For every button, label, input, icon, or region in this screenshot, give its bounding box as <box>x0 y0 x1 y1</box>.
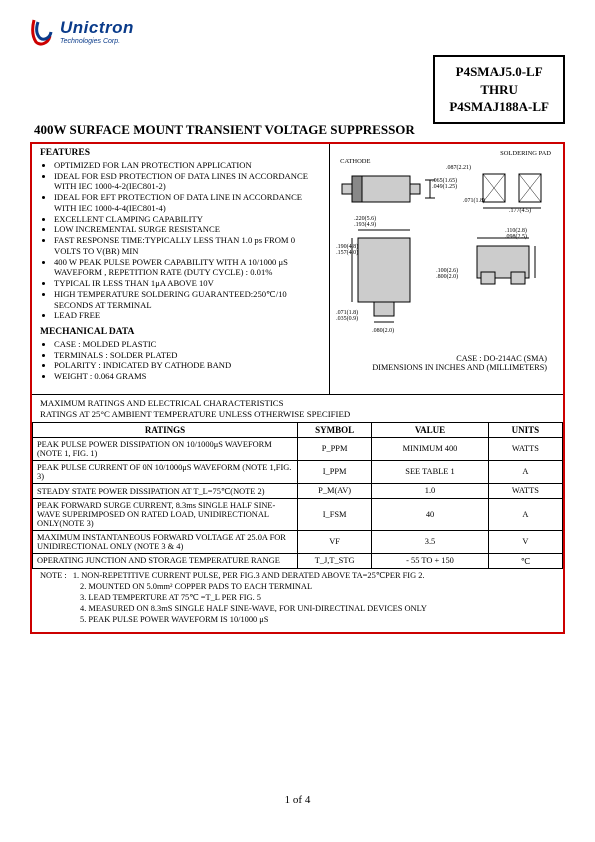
page-title: 400W SURFACE MOUNT TRANSIENT VOLTAGE SUP… <box>34 122 415 138</box>
rating-unit: WATTS <box>488 483 562 498</box>
dim-label: .087(2.21) <box>446 165 471 171</box>
col-value: VALUE <box>372 422 489 437</box>
mech-item: POLARITY : INDICATED BY CATHODE BAND <box>54 360 321 371</box>
ratings-table: RATINGS SYMBOL VALUE UNITS PEAK PULSE PO… <box>32 422 563 569</box>
ratings-title-2: RATINGS AT 25°C AMBIENT TEMPERATURE UNLE… <box>40 409 555 420</box>
feature-item: OPTIMIZED FOR LAN PROTECTION APPLICATION <box>54 160 321 171</box>
rating-symbol: P_M(AV) <box>298 483 372 498</box>
feature-item: LEAD FREE <box>54 310 321 321</box>
dim-label: .071(1.8) .035(0.9) <box>336 310 358 322</box>
diagram-panel: SOLDERING PAD CATHODE .065(1.65) .049(1.… <box>330 144 563 394</box>
rating-symbol: I_PPM <box>298 460 372 483</box>
part-line-1: P4SMAJ5.0-LF <box>449 63 549 81</box>
package-end-view-icon <box>467 232 547 302</box>
company-logo: Unictron Technologies Corp. <box>30 18 134 48</box>
rating-unit: A <box>488 498 562 530</box>
rating-desc: PEAK PULSE CURRENT OF 0N 10/1000μS WAVEF… <box>33 460 298 483</box>
dimensions-note: DIMENSIONS IN INCHES AND (MILLIMETERS) <box>336 363 557 372</box>
rating-desc: MAXIMUM INSTANTANEOUS FORWARD VOLTAGE AT… <box>33 530 298 553</box>
rating-desc: PEAK PULSE POWER DISSIPATION ON 10/1000μ… <box>33 437 298 460</box>
rating-value: SEE TABLE 1 <box>372 460 489 483</box>
rating-symbol: I_FSM <box>298 498 372 530</box>
logo-icon <box>30 18 56 48</box>
note-3: 3. LEAD TEMPERTURE AT 75℃ =T_L PER FIG. … <box>80 593 261 604</box>
ratings-title-1: MAXIMUM RATINGS AND ELECTRICAL CHARACTER… <box>40 398 555 409</box>
col-ratings: RATINGS <box>33 422 298 437</box>
feature-item: 400 W PEAK PULSE POWER CAPABILITY WITH A… <box>54 257 321 278</box>
rating-symbol: P_PPM <box>298 437 372 460</box>
notes-lead: NOTE : <box>40 571 67 580</box>
dim-label: .220(5.6) .193(4.9) <box>354 216 376 228</box>
rating-desc: STEADY STATE POWER DISSIPATION AT T_L=75… <box>33 483 298 498</box>
cathode-label: CATHODE <box>340 158 370 165</box>
rating-desc: OPERATING JUNCTION AND STORAGE TEMPERATU… <box>33 553 298 568</box>
rating-value: - 55 TO + 150 <box>372 553 489 568</box>
table-row: PEAK PULSE CURRENT OF 0N 10/1000μS WAVEF… <box>33 460 563 483</box>
soldering-pad-icon <box>473 164 553 214</box>
part-number-box: P4SMAJ5.0-LF THRU P4SMAJ188A-LF <box>433 55 565 124</box>
dim-label: .065(1.65) .049(1.25) <box>432 178 457 190</box>
part-line-3: P4SMAJ188A-LF <box>449 98 549 116</box>
feature-item: IDEAL FOR EFT PROTECTION OF DATA LINE IN… <box>54 192 321 213</box>
main-content-box: FEATURES OPTIMIZED FOR LAN PROTECTION AP… <box>30 142 565 634</box>
table-row: MAXIMUM INSTANTANEOUS FORWARD VOLTAGE AT… <box>33 530 563 553</box>
note-2: 2. MOUNTED ON 5.0mm² COPPER PADS TO EACH… <box>80 582 312 593</box>
mech-item: TERMINALS : SOLDER PLATED <box>54 350 321 361</box>
page-number: 1 of 4 <box>0 794 595 806</box>
feature-item: HIGH TEMPERATURE SOLDERING GUARANTEED:25… <box>54 289 321 310</box>
col-units: UNITS <box>488 422 562 437</box>
package-diagram: SOLDERING PAD CATHODE .065(1.65) .049(1.… <box>336 150 557 350</box>
feature-item: LOW INCREMENTAL SURGE RESISTANCE <box>54 224 321 235</box>
dim-label: .080(2.0) <box>372 328 394 334</box>
feature-item: FAST RESPONSE TIME:TYPICALLY LESS THAN 1… <box>54 235 321 256</box>
part-line-2: THRU <box>449 81 549 99</box>
feature-item: TYPICAL IR LESS THAN 1μA ABOVE 10V <box>54 278 321 289</box>
dim-label: .100(2.6) .800(2.0) <box>436 268 458 280</box>
dim-label: .071(1.8) <box>463 198 485 204</box>
features-list: OPTIMIZED FOR LAN PROTECTION APPLICATION… <box>40 160 321 321</box>
feature-item: IDEAL FOR ESD PROTECTION OF DATA LINES I… <box>54 171 321 192</box>
logo-name: Unictron <box>60 18 134 38</box>
features-panel: FEATURES OPTIMIZED FOR LAN PROTECTION AP… <box>32 144 330 394</box>
mech-item: WEIGHT : 0.064 GRAMS <box>54 371 321 382</box>
feature-item: EXCELLENT CLAMPING CAPABILITY <box>54 214 321 225</box>
rating-unit: WATTS <box>488 437 562 460</box>
rating-desc: PEAK FORWARD SURGE CURRENT, 8.3ms SINGLE… <box>33 498 298 530</box>
rating-symbol: VF <box>298 530 372 553</box>
ratings-header: MAXIMUM RATINGS AND ELECTRICAL CHARACTER… <box>32 395 563 422</box>
rating-value: MINIMUM 400 <box>372 437 489 460</box>
mechanical-list: CASE : MOLDED PLASTIC TERMINALS : SOLDER… <box>40 339 321 382</box>
note-4: 4. MEASURED ON 8.3mS SINGLE HALF SINE-WA… <box>80 604 427 615</box>
soldering-pad-label: SOLDERING PAD <box>500 150 551 157</box>
note-1: 1. NON-REPETITIVE CURRENT PULSE, PER FIG… <box>73 571 425 580</box>
rating-value: 3.5 <box>372 530 489 553</box>
rating-value: 1.0 <box>372 483 489 498</box>
table-row: OPERATING JUNCTION AND STORAGE TEMPERATU… <box>33 553 563 568</box>
table-row: PEAK FORWARD SURGE CURRENT, 8.3ms SINGLE… <box>33 498 563 530</box>
col-symbol: SYMBOL <box>298 422 372 437</box>
rating-unit: V <box>488 530 562 553</box>
rating-unit: A <box>488 460 562 483</box>
mechanical-heading: MECHANICAL DATA <box>40 327 321 337</box>
table-row: PEAK PULSE POWER DISSIPATION ON 10/1000μ… <box>33 437 563 460</box>
table-header-row: RATINGS SYMBOL VALUE UNITS <box>33 422 563 437</box>
dim-label: .190(4.8) .157(4.0) <box>336 244 358 256</box>
table-row: STEADY STATE POWER DISSIPATION AT T_L=75… <box>33 483 563 498</box>
features-heading: FEATURES <box>40 148 321 158</box>
rating-symbol: T_J,T_STG <box>298 553 372 568</box>
dim-label: .177(4.5) <box>509 208 531 214</box>
rating-unit: ℃ <box>488 553 562 568</box>
mech-item: CASE : MOLDED PLASTIC <box>54 339 321 350</box>
logo-subtitle: Technologies Corp. <box>60 38 134 45</box>
rating-value: 40 <box>372 498 489 530</box>
case-type: CASE : DO-214AC (SMA) <box>336 354 557 363</box>
notes-section: NOTE : 1. NON-REPETITIVE CURRENT PULSE, … <box>32 569 563 632</box>
dim-label: .110(2.8) .098(2.5) <box>505 228 527 240</box>
note-5: 5. PEAK PULSE POWER WAVEFORM IS 10/1000 … <box>80 615 268 626</box>
